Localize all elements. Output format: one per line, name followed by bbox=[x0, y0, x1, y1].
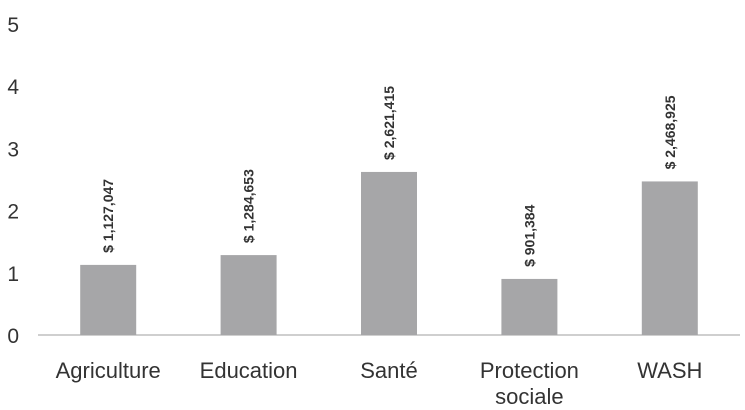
bar bbox=[501, 278, 558, 335]
data-label: $ 1,284,653 bbox=[241, 169, 257, 243]
category-label: Santé bbox=[360, 358, 418, 383]
y-axis: 0 1 2 3 4 5 bbox=[7, 14, 19, 348]
bar bbox=[220, 255, 277, 335]
y-tick-label: 1 bbox=[7, 263, 19, 286]
y-tick-label: 3 bbox=[7, 138, 19, 161]
bar bbox=[80, 264, 137, 335]
y-tick-label: 2 bbox=[7, 201, 19, 224]
category-label: Protection sociale bbox=[480, 358, 579, 409]
data-labels: $ 1,127,047 $ 1,284,653 $ 2,621,415 $ 901,3… bbox=[100, 86, 678, 267]
category-label: Agriculture bbox=[56, 358, 161, 383]
category-labels: Agriculture Education Santé Protection socia… bbox=[56, 358, 703, 409]
bars bbox=[80, 171, 698, 335]
category-label: WASH bbox=[637, 358, 702, 383]
y-tick-label: 4 bbox=[7, 76, 19, 99]
data-label: $ 1,127,047 bbox=[100, 179, 116, 253]
data-label: $ 2,621,415 bbox=[381, 86, 397, 160]
category-label: Education bbox=[200, 358, 298, 383]
bar bbox=[641, 181, 698, 335]
bar bbox=[361, 171, 417, 335]
data-label: $ 2,468,925 bbox=[662, 95, 678, 169]
y-tick-label: 0 bbox=[7, 325, 19, 348]
data-label: $ 901,384 bbox=[521, 204, 537, 266]
y-tick-label: 5 bbox=[7, 14, 19, 37]
